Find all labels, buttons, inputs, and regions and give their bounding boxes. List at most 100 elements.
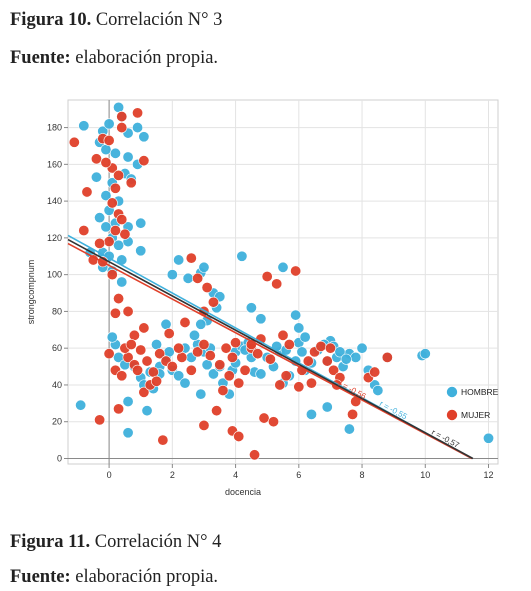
data-point-mujer xyxy=(239,364,251,376)
data-point-mujer xyxy=(302,355,314,367)
data-point-hombre xyxy=(78,120,90,132)
data-point-mujer xyxy=(125,177,137,189)
data-point-mujer xyxy=(261,270,273,282)
data-point-hombre xyxy=(207,368,219,380)
data-point-mujer xyxy=(347,408,359,420)
data-point-mujer xyxy=(305,377,317,389)
y-tick-label: 180 xyxy=(47,123,62,133)
data-point-mujer xyxy=(163,327,175,339)
data-point-mujer xyxy=(128,329,140,341)
data-point-hombre xyxy=(100,190,112,202)
data-point-hombre xyxy=(94,212,106,224)
data-point-mujer xyxy=(166,361,178,373)
data-point-hombre xyxy=(135,217,147,229)
data-point-hombre xyxy=(372,384,384,396)
figure-11-label: Figura 11. xyxy=(10,532,91,552)
data-point-hombre xyxy=(122,151,134,163)
data-point-mujer xyxy=(176,351,188,363)
data-point-mujer xyxy=(192,272,204,284)
data-point-mujer xyxy=(135,344,147,356)
data-point-hombre xyxy=(419,348,431,360)
data-point-hombre xyxy=(255,368,267,380)
legend-label-hombre: HOMBRE xyxy=(461,387,499,397)
data-point-mujer xyxy=(132,107,144,119)
data-point-hombre xyxy=(182,272,194,284)
data-point-mujer xyxy=(147,366,159,378)
data-point-hombre xyxy=(138,131,150,143)
data-point-mujer xyxy=(141,355,153,367)
data-point-mujer xyxy=(173,342,185,354)
data-point-mujer xyxy=(185,364,197,376)
data-point-mujer xyxy=(321,355,333,367)
x-tick-label: 2 xyxy=(170,470,175,480)
x-tick-label: 10 xyxy=(420,470,430,480)
data-point-mujer xyxy=(249,449,261,461)
data-point-mujer xyxy=(94,237,106,249)
data-point-mujer xyxy=(106,269,118,281)
data-point-hombre xyxy=(173,254,185,266)
y-tick-label: 0 xyxy=(57,453,62,463)
data-point-mujer xyxy=(103,236,115,248)
data-point-mujer xyxy=(324,342,336,354)
data-point-hombre xyxy=(245,302,257,314)
data-point-hombre xyxy=(305,408,317,420)
legend-marker-hombre xyxy=(446,386,458,398)
data-point-hombre xyxy=(356,342,368,354)
data-point-hombre xyxy=(122,395,134,407)
data-point-mujer xyxy=(280,370,292,382)
data-point-mujer xyxy=(151,375,163,387)
fit-line-mujer xyxy=(67,242,473,460)
figure-10-caption: Figura 10. Correlación N° 3 xyxy=(10,9,222,31)
legend-label-mujer: MUJER xyxy=(461,410,490,420)
figure-11-caption: Figura 11. Correlación N° 4 xyxy=(10,531,221,553)
figure-10-title: Correlación N° 3 xyxy=(91,10,223,30)
data-point-hombre xyxy=(195,388,207,400)
data-point-mujer xyxy=(293,381,305,393)
y-tick-label: 100 xyxy=(47,270,62,280)
data-point-hombre xyxy=(334,346,346,358)
data-point-mujer xyxy=(138,386,150,398)
x-axis-label: docencia xyxy=(225,487,261,497)
data-point-mujer xyxy=(94,414,106,426)
data-point-hombre xyxy=(103,118,115,130)
fit-line-total xyxy=(67,238,474,460)
data-point-hombre xyxy=(483,432,495,444)
data-point-hombre xyxy=(350,351,362,363)
x-tick-label: 0 xyxy=(107,470,112,480)
figure-10-source: Fuente: elaboración propia. xyxy=(10,47,218,69)
x-tick-label: 8 xyxy=(360,470,365,480)
data-point-mujer xyxy=(315,340,327,352)
data-point-mujer xyxy=(109,182,121,194)
data-point-hombre xyxy=(122,427,134,439)
data-point-mujer xyxy=(283,339,295,351)
data-point-hombre xyxy=(113,239,125,251)
data-point-hombre xyxy=(296,346,308,358)
data-point-mujer xyxy=(103,134,115,146)
data-point-hombre xyxy=(195,318,207,330)
data-point-hombre xyxy=(198,261,210,273)
data-point-mujer xyxy=(78,225,90,237)
data-point-mujer xyxy=(138,155,150,167)
data-point-mujer xyxy=(198,339,210,351)
data-point-mujer xyxy=(106,197,118,209)
data-point-mujer xyxy=(157,434,169,446)
data-point-mujer xyxy=(214,359,226,371)
data-point-mujer xyxy=(179,316,191,328)
x-tick-label: 6 xyxy=(296,470,301,480)
data-point-mujer xyxy=(116,122,128,134)
data-point-mujer xyxy=(220,342,232,354)
data-point-hombre xyxy=(100,221,112,233)
data-point-mujer xyxy=(233,377,245,389)
y-tick-label: 60 xyxy=(52,343,62,353)
data-point-mujer xyxy=(132,364,144,376)
data-point-mujer xyxy=(116,111,128,123)
data-point-mujer xyxy=(211,405,223,417)
source-text: elaboración propia. xyxy=(70,567,219,587)
data-point-hombre xyxy=(132,122,144,134)
y-tick-label: 80 xyxy=(52,306,62,316)
data-point-mujer xyxy=(274,379,286,391)
data-point-hombre xyxy=(188,329,200,341)
figure-11-source: Fuente: elaboración propia. xyxy=(10,566,218,588)
data-point-mujer xyxy=(277,329,289,341)
source-label: Fuente: xyxy=(10,48,71,68)
